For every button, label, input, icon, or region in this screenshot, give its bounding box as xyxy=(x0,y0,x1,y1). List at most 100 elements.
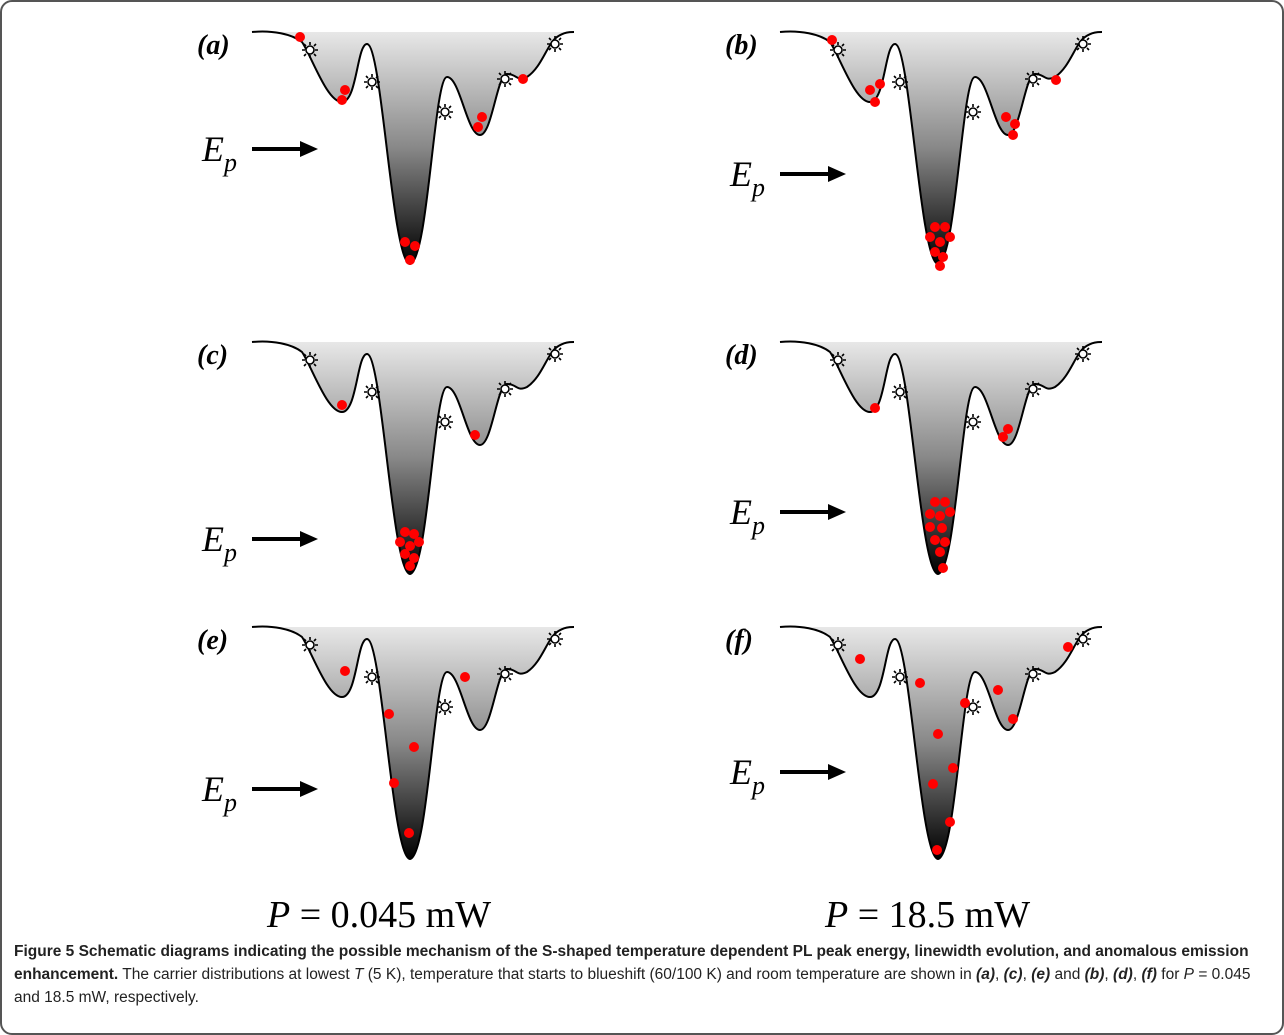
carrier xyxy=(993,685,1003,695)
energy-label: Ep xyxy=(201,769,237,817)
energy-symbol: E xyxy=(729,492,752,532)
carrier xyxy=(827,35,837,45)
energy-subscript: p xyxy=(750,511,765,540)
carrier xyxy=(409,553,419,563)
carrier xyxy=(938,563,948,573)
localization-star xyxy=(363,73,381,91)
carrier xyxy=(998,432,1008,442)
carrier xyxy=(932,845,942,855)
carrier xyxy=(340,666,350,676)
localization-star xyxy=(1024,665,1042,683)
localization-star xyxy=(546,345,564,363)
localization-star xyxy=(1074,35,1092,53)
carrier xyxy=(400,549,410,559)
carrier xyxy=(940,222,950,232)
localization-star xyxy=(496,70,514,88)
localization-star xyxy=(964,103,982,121)
carrier xyxy=(930,247,940,257)
localization-star xyxy=(436,698,454,716)
carrier xyxy=(340,85,350,95)
power-symbol: P xyxy=(824,894,848,932)
caption-text: , xyxy=(1132,966,1142,983)
localization-star xyxy=(363,383,381,401)
localization-star xyxy=(301,41,319,59)
power-label: P = 0.045 mW xyxy=(266,894,491,932)
caption-text: The carrier distributions at lowest xyxy=(118,966,354,983)
panel-label: (c) xyxy=(197,340,228,371)
carrier xyxy=(295,32,305,42)
carrier xyxy=(940,537,950,547)
diagram: (a) Ep (b) Ep (c) Ep (d) Ep (e) Ep (f) Ep P = 0.045 … xyxy=(197,30,1103,932)
panel: (e) Ep xyxy=(197,625,575,861)
localization-star xyxy=(891,668,909,686)
carrier xyxy=(925,509,935,519)
potential-curve xyxy=(779,340,1103,576)
caption: Figure 5 Schematic diagrams indicating t… xyxy=(14,940,1274,1009)
caption-text: (5 K), temperature that starts to bluesh… xyxy=(363,966,977,983)
caption-ref: (b) xyxy=(1084,966,1105,983)
localization-star xyxy=(891,383,909,401)
carrier xyxy=(400,237,410,247)
localization-star xyxy=(301,351,319,369)
carrier xyxy=(938,252,948,262)
carrier xyxy=(935,547,945,557)
localization-star xyxy=(1074,630,1092,648)
power-value: = 18.5 mW xyxy=(848,894,1030,932)
localization-star xyxy=(496,665,514,683)
localization-star xyxy=(436,413,454,431)
caption-ref: (f) xyxy=(1141,966,1157,983)
caption-text: , xyxy=(1104,966,1114,983)
energy-subscript: p xyxy=(222,538,237,567)
arrow-head xyxy=(300,781,318,797)
caption-text: = 0.045 and 18.5 mW, respectively. xyxy=(14,966,1251,1006)
localization-star xyxy=(829,636,847,654)
carrier xyxy=(470,430,480,440)
carrier xyxy=(1001,112,1011,122)
carrier xyxy=(1010,119,1020,129)
carrier xyxy=(389,778,399,788)
panel: (c) Ep xyxy=(197,340,575,576)
localization-star xyxy=(1024,380,1042,398)
caption-ref: (e) xyxy=(1031,966,1051,983)
carrier xyxy=(933,729,943,739)
carrier xyxy=(518,74,528,84)
potential-curve xyxy=(779,625,1103,861)
carrier xyxy=(400,527,410,537)
localization-star xyxy=(964,413,982,431)
carrier xyxy=(855,654,865,664)
carrier xyxy=(337,400,347,410)
carrier xyxy=(395,537,405,547)
energy-subscript: p xyxy=(222,788,237,817)
caption-title: Figure 5 Schematic diagrams indicating t… xyxy=(14,943,1249,983)
carrier xyxy=(948,763,958,773)
carrier xyxy=(935,237,945,247)
energy-symbol: E xyxy=(201,519,224,559)
potential-fill xyxy=(780,341,1102,574)
carrier xyxy=(935,511,945,521)
power-value: = 0.045 mW xyxy=(290,894,491,932)
caption-ref: (c) xyxy=(1003,966,1023,983)
potential-curve xyxy=(251,340,575,576)
potential-curve xyxy=(251,625,575,861)
carrier xyxy=(870,97,880,107)
panel-label: (b) xyxy=(725,30,758,61)
carrier xyxy=(925,232,935,242)
potential-fill xyxy=(780,626,1102,859)
localization-star xyxy=(1074,345,1092,363)
energy-symbol: E xyxy=(729,752,752,792)
carrier xyxy=(945,232,955,242)
energy-subscript: p xyxy=(750,173,765,202)
panel-label: (e) xyxy=(197,625,228,656)
carrier xyxy=(930,222,940,232)
arrow-head xyxy=(828,166,846,182)
localization-star xyxy=(301,636,319,654)
carrier xyxy=(1008,130,1018,140)
localization-star xyxy=(829,351,847,369)
carrier xyxy=(960,698,970,708)
energy-label: Ep xyxy=(201,519,237,567)
arrow-head xyxy=(300,531,318,547)
panel: (a) Ep xyxy=(197,30,575,266)
caption-ref: (d) xyxy=(1113,966,1133,983)
carrier xyxy=(865,85,875,95)
